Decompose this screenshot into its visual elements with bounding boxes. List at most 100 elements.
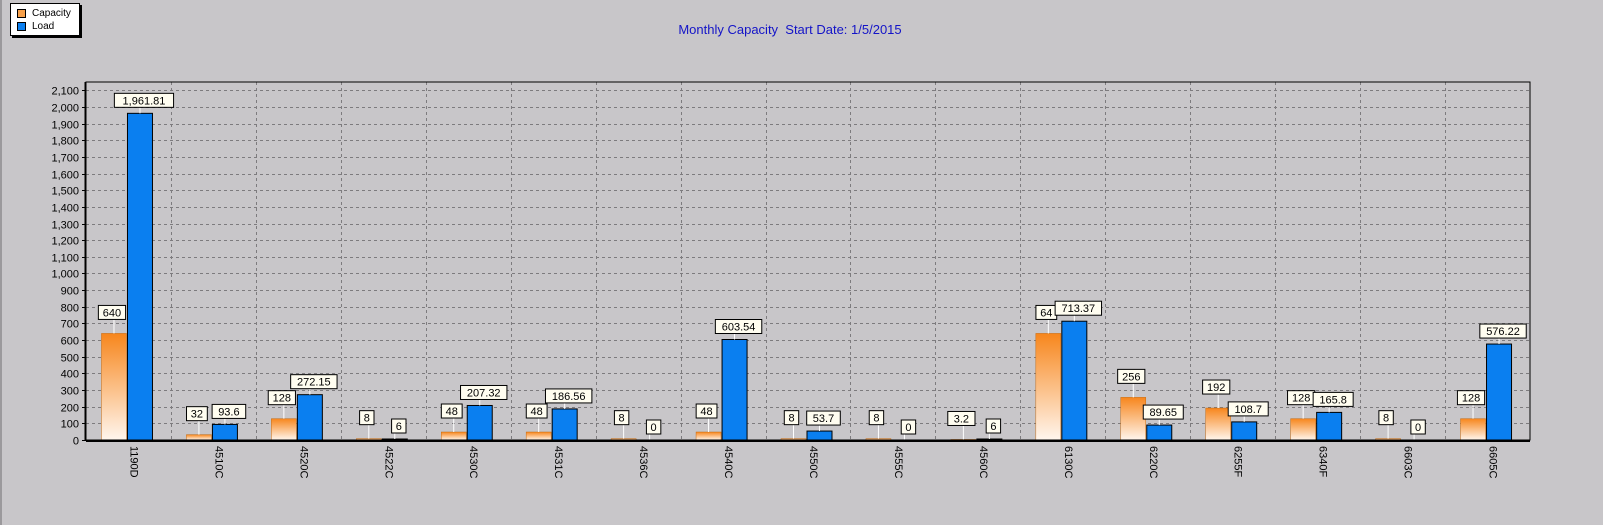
x-tick-label: 6255F	[1232, 446, 1244, 477]
x-tick-label: 4536C	[637, 446, 649, 478]
x-tick-label: 1190D	[127, 446, 139, 478]
data-label-capacity-6130C: 64	[1040, 307, 1052, 319]
data-label-capacity-4540C: 48	[700, 406, 712, 418]
bar-capacity-6130C	[1035, 333, 1062, 441]
y-tick-label: 1,500	[51, 186, 79, 198]
bar-load-4510C	[211, 423, 238, 441]
data-label-capacity-6220C: 256	[1122, 371, 1140, 383]
data-label-load-4555C-box	[900, 419, 917, 435]
data-label-capacity-6605C-box	[1456, 390, 1486, 406]
y-tick-label: 100	[61, 419, 79, 431]
data-label-load-4510C-box	[211, 403, 247, 419]
data-label-capacity-6605C: 128	[1462, 393, 1480, 405]
data-label-load-4536C-box	[645, 419, 662, 435]
x-tick-label: 6340F	[1317, 446, 1329, 477]
x-tick-label: 6603C	[1402, 446, 1414, 478]
x-tick-label: 4531C	[552, 446, 564, 478]
data-label-capacity-4510C-box	[186, 406, 208, 422]
y-tick-label: 500	[61, 353, 79, 365]
x-tick-label: 4560C	[977, 446, 989, 478]
y-tick-label: 0	[73, 436, 79, 448]
data-label-load-4540C-box	[714, 319, 763, 335]
chart-title: Monthly Capacity Start Date: 1/5/2015	[678, 22, 902, 37]
data-label-capacity-6255F: 192	[1207, 382, 1225, 394]
data-label-load-4520C-box	[290, 374, 338, 390]
data-label-load-6340F-box	[1312, 391, 1354, 407]
data-label-load-6255F: 108.7	[1234, 404, 1262, 416]
bar-load-4540C	[721, 339, 748, 441]
data-label-load-6130C-box	[1054, 300, 1103, 316]
data-label-load-4510C: 93.6	[218, 406, 239, 418]
y-tick-label: 700	[61, 319, 79, 331]
y-tick-label: 1,800	[51, 136, 79, 148]
data-label-capacity-4536C: 8	[619, 413, 625, 425]
data-label-load-6605C: 576.22	[1486, 326, 1520, 338]
data-label-load-4531C: 186.56	[552, 391, 586, 403]
data-label-load-6220C-box	[1142, 404, 1184, 420]
x-tick-label: 6220C	[1147, 446, 1159, 478]
y-tick-label: 1,600	[51, 170, 79, 182]
x-tick-label: 4555C	[892, 446, 904, 478]
legend-item-capacity: Capacity	[17, 7, 71, 20]
data-label-load-1190D: 1,961.81	[123, 95, 166, 107]
data-label-load-4550C: 53.7	[813, 413, 834, 425]
bar-capacity-4540C	[695, 431, 722, 441]
y-tick-label: 1,900	[51, 120, 79, 132]
data-label-capacity-4536C-box	[613, 410, 630, 426]
y-tick-label: 1,000	[51, 269, 79, 281]
bar-load-1190D	[126, 112, 153, 441]
data-label-capacity-4522C-box	[359, 410, 375, 426]
data-label-load-6603C-box	[1410, 419, 1426, 435]
data-label-capacity-4520C-box	[267, 390, 296, 406]
y-tick-label: 300	[61, 386, 79, 398]
bar-capacity-6605C	[1460, 418, 1486, 441]
data-label-load-4550C-box	[806, 410, 841, 426]
legend-swatch-capacity	[17, 9, 26, 18]
x-tick-label: 4530C	[467, 446, 479, 478]
data-label-load-6603C: 0	[1415, 422, 1421, 434]
y-tick-label: 2,100	[51, 86, 79, 98]
x-tick-label: 4522C	[382, 446, 394, 478]
bar-load-6130C	[1061, 320, 1088, 441]
data-label-capacity-4510C: 32	[191, 409, 203, 421]
bar-load-6605C	[1486, 343, 1513, 441]
data-label-load-4522C: 6	[396, 421, 402, 433]
data-label-load-4560C: 6	[990, 421, 996, 433]
bar-load-6255F	[1231, 421, 1258, 441]
legend-label-capacity: Capacity	[32, 8, 71, 19]
data-label-load-6130C: 713.37	[1061, 303, 1095, 315]
y-tick-label: 200	[61, 403, 79, 415]
axes: 01002003004005006007008009001,0001,1001,…	[51, 81, 1531, 478]
y-tick-label: 600	[61, 336, 79, 348]
data-label-load-6605C-box	[1479, 323, 1527, 339]
data-label-capacity-4555C: 8	[873, 413, 879, 425]
data-label-capacity-4555C-box	[868, 410, 885, 426]
data-label-load-4560C-box	[985, 418, 1002, 434]
bar-capacity-6340F	[1290, 418, 1316, 441]
data-label-load-4522C-box	[391, 418, 407, 434]
data-label-load-4520C: 272.15	[297, 377, 331, 389]
data-label-load-6220C: 89.65	[1149, 407, 1177, 419]
data-label-load-4536C: 0	[651, 422, 657, 434]
data-label-load-6255F-box	[1227, 401, 1269, 417]
y-tick-label: 2,000	[51, 103, 79, 115]
data-label-capacity-4550C-box	[783, 410, 800, 426]
bar-capacity-4531C	[525, 431, 552, 441]
data-label-load-1190D-box	[113, 92, 175, 108]
data-label-capacity-4522C: 8	[364, 413, 370, 425]
y-tick-label: 1,400	[51, 203, 79, 215]
data-label-load-4531C-box	[544, 388, 593, 404]
data-label-capacity-1190D: 640	[103, 307, 121, 319]
window-left-edge	[0, 0, 2, 525]
data-label-load-4530C: 207.32	[467, 387, 501, 399]
bar-capacity-4530C	[440, 431, 467, 441]
y-tick-label: 1,300	[51, 220, 79, 232]
data-label-capacity-4520C: 128	[273, 393, 291, 405]
data-label-load-4555C: 0	[905, 422, 911, 434]
data-label-load-4540C: 603.54	[722, 322, 756, 334]
data-label-capacity-4560C-box	[947, 410, 976, 426]
data-label-capacity-4560C: 3.2	[954, 413, 969, 425]
data-label-capacity-4531C: 48	[531, 406, 543, 418]
x-tick-label: 6130C	[1062, 446, 1074, 478]
